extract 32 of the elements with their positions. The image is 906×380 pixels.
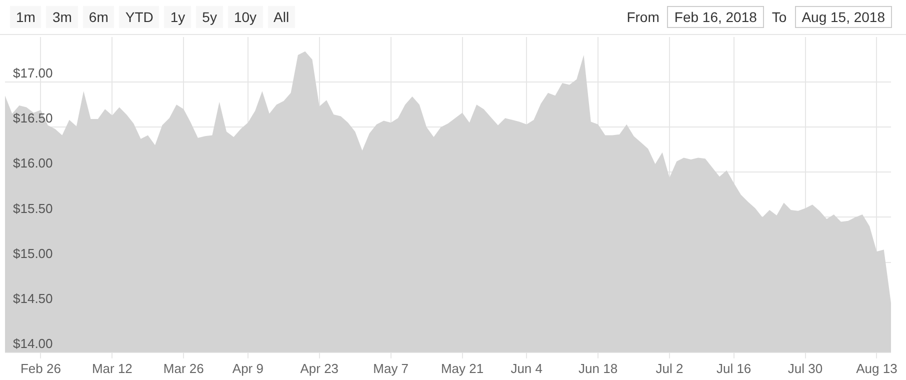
text: To (770, 9, 788, 25)
x-tick-label: Mar 12 (92, 360, 132, 376)
text: From (626, 9, 660, 25)
x-tick-label: Mar 26 (163, 360, 204, 376)
text: 1m (10, 6, 42, 28)
y-tick-label: $15.50 (13, 200, 53, 216)
text: 1y (164, 6, 192, 28)
y-tick-label: $14.50 (13, 290, 53, 306)
x-tick-label: Apr 9 (232, 360, 264, 376)
x-tick-label: May 21 (440, 360, 484, 376)
x-tick-label: Jul 2 (656, 360, 684, 376)
text: 10y (228, 6, 263, 28)
x-tick-label: Aug 13 (856, 360, 898, 376)
x-tick-label: Apr 23 (300, 360, 339, 376)
text: 5y (196, 6, 223, 28)
x-tick-label: Jul 16 (716, 360, 752, 376)
y-tick-label: $14.00 (13, 336, 53, 351)
text: Aug 15, 2018 (794, 6, 892, 28)
text: Feb 16, 2018 (667, 6, 764, 28)
x-tick-label: Jul 30 (788, 360, 823, 376)
x-tick-label: Feb 26 (20, 360, 61, 376)
x-tick-label: May 7 (373, 360, 409, 376)
text: YTD (119, 6, 160, 28)
x-tick-label: Jun 4 (510, 360, 543, 376)
x-tick-label: Jun 18 (578, 360, 618, 376)
text: All (268, 6, 296, 28)
y-tick-label: $15.00 (13, 246, 53, 261)
y-tick-label: $16.00 (13, 156, 53, 171)
text: 6m (82, 6, 114, 28)
text: 3m (46, 6, 78, 28)
y-tick-label: $17.00 (13, 66, 53, 81)
y-tick-label: $16.50 (13, 110, 53, 126)
